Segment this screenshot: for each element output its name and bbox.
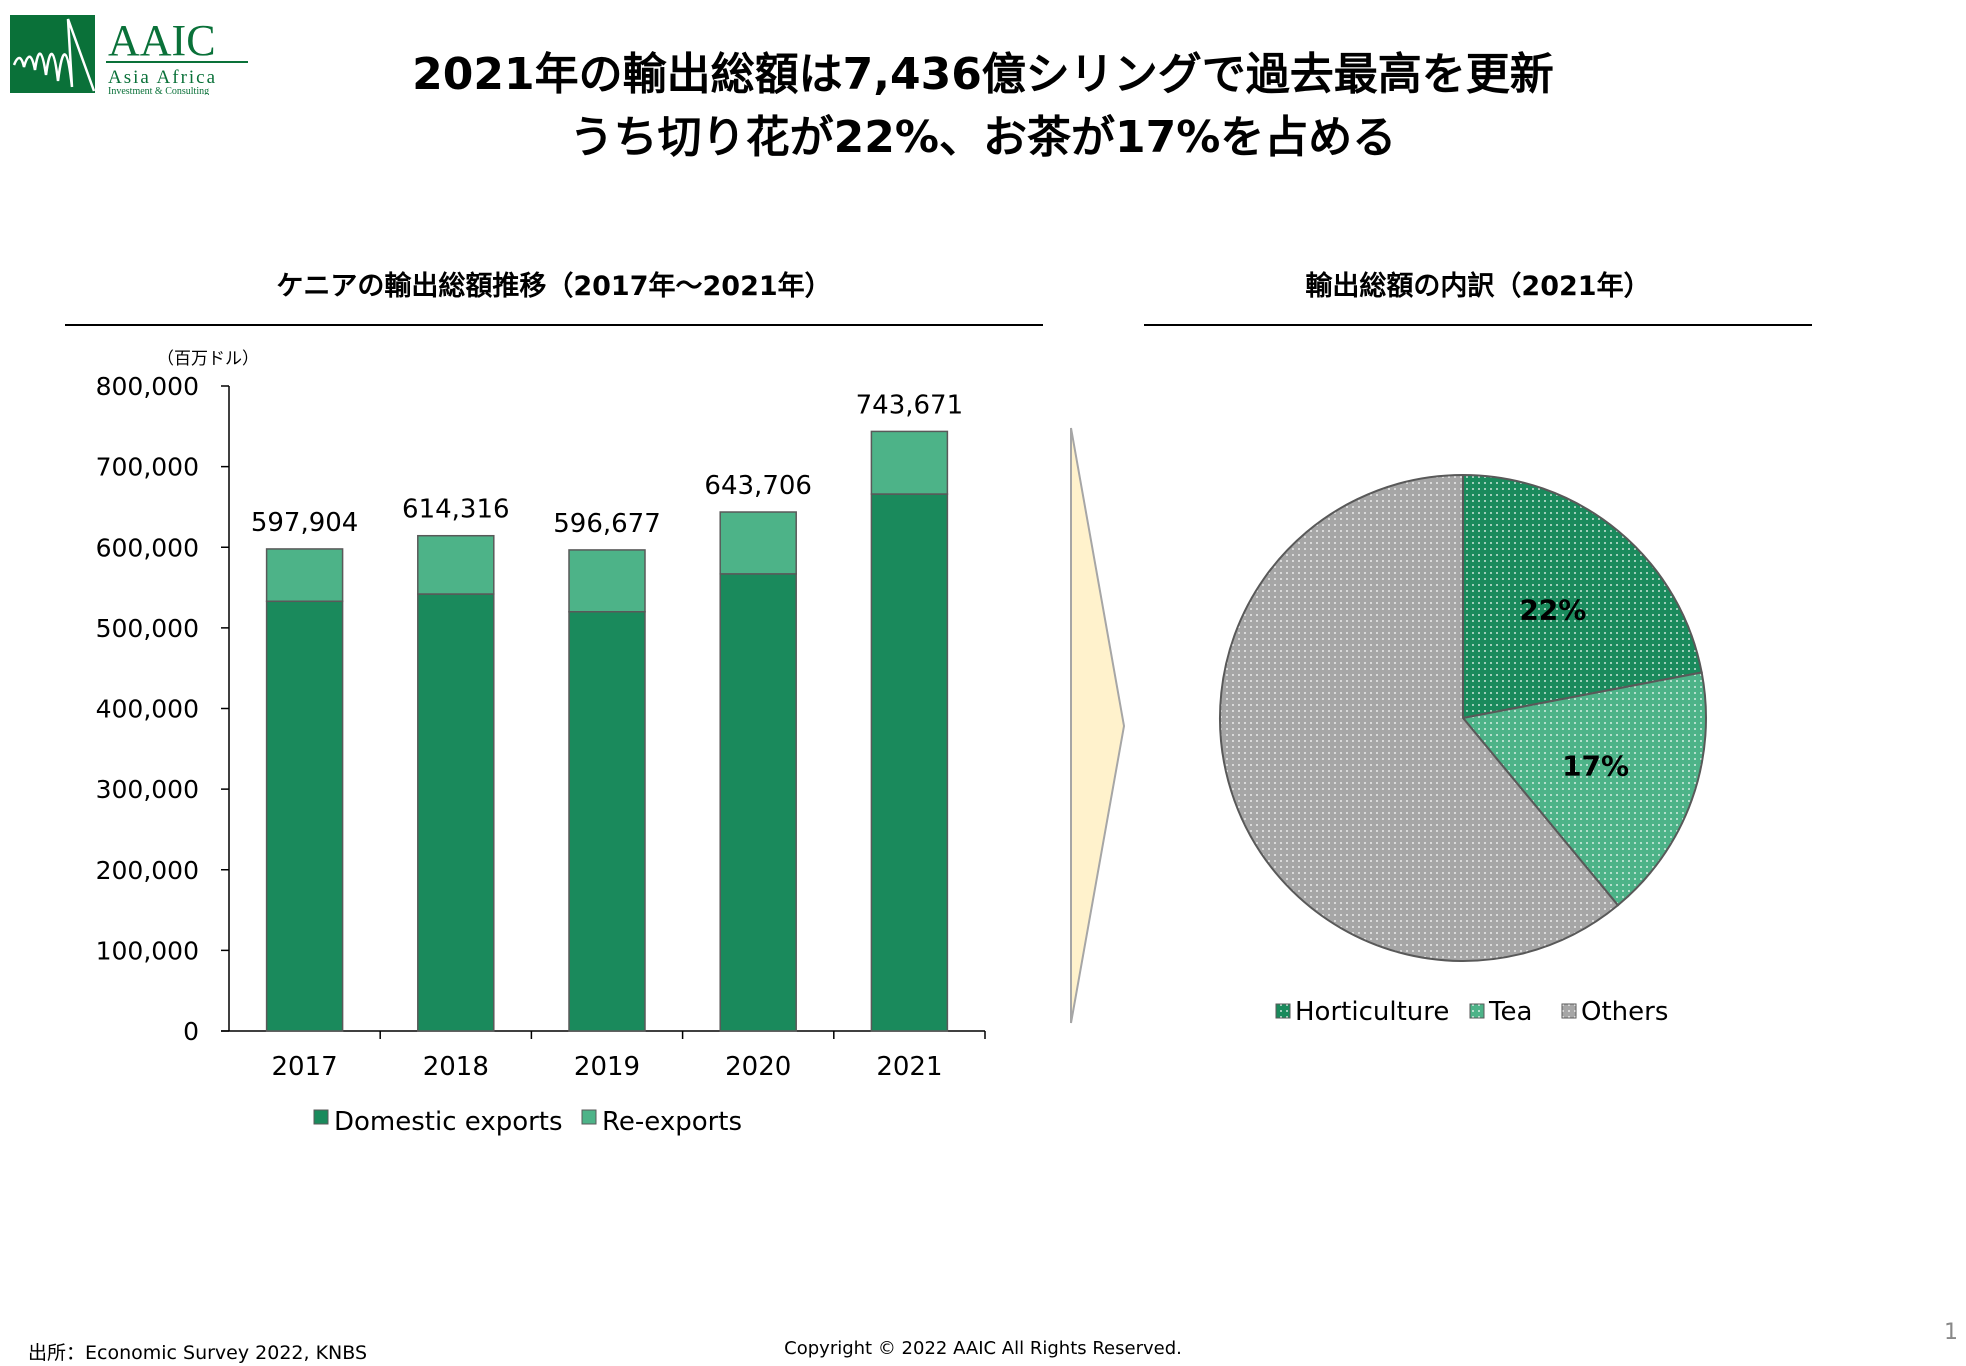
bar-reexport-2021 [870, 430, 949, 495]
y-tick-label: 800,000 [96, 372, 199, 401]
bar-reexport-2020 [719, 511, 797, 575]
x-tick-label: 2020 [725, 1052, 791, 1082]
bar-chart-title: ケニアの輸出総額推移（2017年～2021年） [276, 271, 832, 302]
bar-domestic-2021 [870, 493, 949, 1032]
unit-label: （百万ドル） [157, 349, 259, 369]
bar-domestic-2017 [265, 600, 344, 1032]
legend-swatch [313, 1109, 329, 1125]
bar-reexport-2018 [417, 534, 495, 595]
bar-reexport-2017 [265, 548, 344, 603]
y-tick-label: 400,000 [96, 695, 199, 724]
aaic-logo: AAIC Asia Africa Investment & Consulting [10, 15, 250, 97]
bar-reexport-2019 [568, 549, 646, 613]
legend-label: Re-exports [602, 1107, 742, 1137]
pie-chart-title: 輸出総額の内訳（2021年） [1305, 271, 1651, 302]
y-tick-label: 700,000 [96, 453, 199, 482]
y-tick-label: 600,000 [96, 533, 199, 562]
legend-swatch [581, 1109, 597, 1125]
pie-slice-others [1219, 473, 1620, 962]
y-tick-label: 300,000 [96, 775, 199, 804]
y-tick-label: 100,000 [96, 936, 199, 965]
bar-total-label: 596,677 [553, 509, 661, 539]
bar-chart-divider [65, 324, 1043, 326]
pie-legend-label: Others [1581, 997, 1668, 1027]
y-tick-label: 0 [183, 1017, 199, 1046]
bar-total-label: 597,904 [251, 508, 359, 538]
copyright: Copyright © 2022 AAIC All Rights Reserve… [784, 1338, 1182, 1359]
bar-total-label: 614,316 [402, 495, 510, 525]
arrow-chevron [1070, 427, 1126, 1024]
pie-label: 22% [1519, 593, 1586, 626]
page-title-line2: うち切り花が22%、お茶が17%を占める [569, 112, 1397, 163]
pie-legend-swatch [1469, 1003, 1485, 1019]
svg-text:Asia Africa: Asia Africa [108, 67, 217, 88]
y-tick-label: 500,000 [96, 614, 199, 643]
bar-total-label: 643,706 [704, 471, 812, 501]
svg-text:Investment & Consulting: Investment & Consulting [108, 86, 209, 95]
page-title-line1: 2021年の輸出総額は7,436億シリングで過去最高を更新 [412, 49, 1554, 100]
bar-domestic-2020 [719, 573, 797, 1032]
pie-legend-swatch [1275, 1003, 1291, 1019]
pie-slice-horticulture [1462, 473, 1703, 720]
x-tick-label: 2018 [423, 1052, 489, 1082]
bar-domestic-2019 [568, 611, 646, 1032]
bar-total-label: 743,671 [856, 390, 964, 420]
y-tick-label: 200,000 [96, 856, 199, 885]
x-tick-label: 2021 [876, 1052, 942, 1082]
bar-domestic-2018 [417, 593, 495, 1032]
pie-slice-tea [1461, 671, 1707, 907]
pie-chart-divider [1144, 324, 1812, 326]
legend-label: Domestic exports [334, 1107, 563, 1137]
x-tick-label: 2017 [272, 1052, 338, 1082]
pie-legend-label: Tea [1488, 997, 1532, 1027]
page-number: 1 [1944, 1320, 1958, 1345]
pie-label: 17% [1562, 750, 1629, 783]
pie-legend-swatch [1561, 1003, 1577, 1019]
source-note: 出所：Economic Survey 2022, KNBS [28, 1342, 368, 1364]
pie-legend-label: Horticulture [1295, 997, 1449, 1027]
logo-text-main: AAIC [108, 16, 216, 65]
x-tick-label: 2019 [574, 1052, 640, 1082]
